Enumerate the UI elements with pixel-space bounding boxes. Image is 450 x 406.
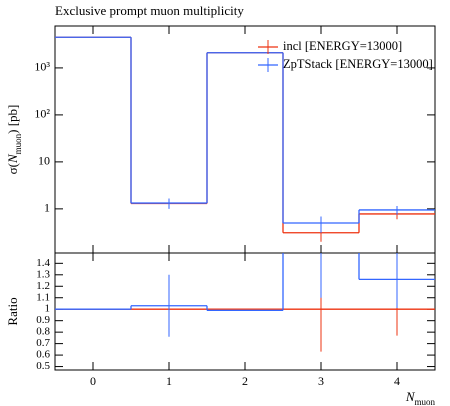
plot-frame	[54, 252, 436, 371]
x-tick-label: 1	[166, 374, 172, 388]
x-axis-label-part: N	[405, 389, 416, 404]
y-tick-label: 0.5	[36, 360, 50, 372]
y-tick-label: 10²	[34, 107, 50, 121]
y-tick-label: 1.3	[36, 268, 50, 280]
legend-label: ZpTStack [ENERGY=13000]	[283, 57, 433, 71]
x-axis-label-part: muon	[414, 397, 435, 406]
x-tick-label: 4	[394, 374, 400, 388]
x-tick-label: 2	[242, 374, 248, 388]
y-tick-label: 0.7	[36, 337, 50, 349]
y-axis-label-part: ) [pb]	[5, 105, 20, 134]
y-axis-label-part: σ(	[5, 163, 20, 174]
y-tick-label: 10	[38, 154, 50, 168]
y-tick-label: 1.2	[36, 280, 50, 292]
y-axis-label-part: N	[5, 153, 20, 164]
plot-area	[55, 253, 435, 352]
y-tick-label: 1	[45, 303, 51, 315]
chart-title: Exclusive prompt muon multiplicity	[55, 3, 244, 18]
y-axis-label-part: muon	[13, 133, 23, 154]
x-tick-label: 3	[318, 374, 324, 388]
y-tick-label: 0.9	[36, 314, 50, 326]
y-tick-label: 0.8	[36, 326, 50, 338]
y-tick-label: 0.6	[36, 349, 50, 361]
legend-label: incl [ENERGY=13000]	[283, 39, 402, 53]
x-tick-label: 0	[90, 374, 96, 388]
y-axis-label: σ(Nmuon) [pb]	[5, 105, 23, 175]
step-connector	[130, 37, 360, 224]
y-tick-label: 1.1	[36, 291, 50, 303]
y-tick-label: 10³	[34, 60, 50, 74]
y-tick-label: 1	[44, 201, 50, 215]
step-connector	[130, 253, 360, 311]
plot-area	[55, 36, 435, 242]
y-axis-label: Ratio	[5, 297, 20, 325]
x-axis-label: Nmuon	[405, 389, 436, 406]
y-tick-label: 1.4	[36, 257, 50, 269]
